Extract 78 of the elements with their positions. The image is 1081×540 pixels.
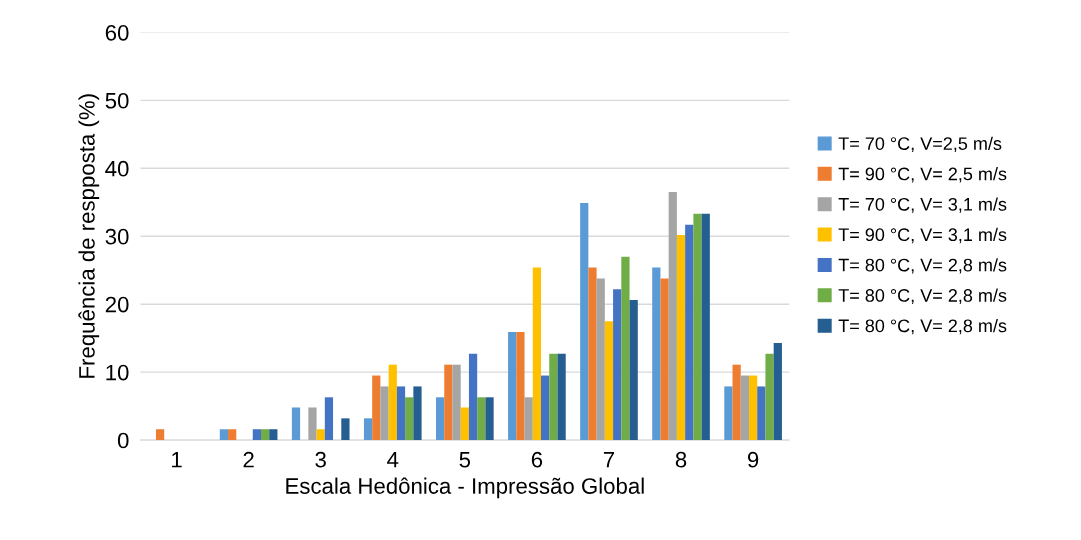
- bar: [765, 353, 774, 441]
- bar: [324, 397, 334, 441]
- bar: [732, 364, 741, 441]
- x-tick-label: 8: [675, 451, 687, 468]
- bar: [757, 386, 766, 441]
- bar: [372, 375, 381, 441]
- bar: [308, 407, 317, 441]
- x-tick-label: 1: [172, 452, 182, 468]
- legend-label: T= 70 °C, V= 3,1 m/s: [838, 197, 1007, 213]
- bar: [693, 213, 702, 441]
- bar: [516, 332, 525, 441]
- bar: [596, 278, 605, 441]
- x-tick-label: 4: [387, 452, 399, 468]
- legend-label: T= 90 °C, V= 2,5 m/s: [838, 167, 1007, 183]
- bar: [773, 342, 782, 441]
- x-tick-label: 3: [315, 451, 326, 468]
- bar: [452, 364, 461, 441]
- bar: [541, 375, 550, 441]
- bar: [460, 407, 469, 441]
- bar: [468, 353, 478, 441]
- y-tick-label: 30: [105, 228, 129, 245]
- y-tick-label: 60: [105, 24, 129, 41]
- x-tick-label: 2: [243, 451, 254, 468]
- y-tick-label: 0: [117, 432, 129, 449]
- y-tick-label: 20: [105, 296, 129, 313]
- bar: [155, 429, 165, 441]
- bar: [588, 267, 597, 441]
- bar: [396, 386, 406, 441]
- y-tick-label: 40: [105, 160, 129, 177]
- x-tick-label: 6: [531, 451, 543, 468]
- legend-label: T= 70 °C, V=2,5 m/s: [838, 136, 1002, 153]
- legend-label: T= 80 °C, V= 2,8 m/s: [838, 258, 1007, 274]
- bar: [724, 386, 733, 441]
- bar: [219, 429, 229, 441]
- legend-label: T= 80 °C, V= 2,8 m/s: [838, 288, 1007, 304]
- bar: [405, 397, 414, 441]
- bar: [508, 332, 517, 441]
- legend-label: T= 90 °C, V= 3,1 m/s: [838, 227, 1007, 244]
- bar: [485, 397, 494, 441]
- bar: [269, 429, 278, 441]
- bar: [668, 192, 677, 441]
- bar: [685, 224, 694, 441]
- x-tick-label: 5: [459, 452, 471, 468]
- bar: [660, 278, 669, 441]
- bar: [557, 353, 566, 441]
- y-tick-label: 50: [105, 92, 129, 109]
- bar: [260, 429, 270, 441]
- y-tick-label: 10: [106, 364, 129, 381]
- bar: [629, 300, 638, 441]
- bar: [748, 375, 758, 441]
- bar: [549, 353, 558, 441]
- y-axis-title: Frequência de respposta (%): [78, 94, 100, 378]
- bar: [532, 267, 542, 441]
- bar: [341, 418, 350, 441]
- x-tick-label: 7: [603, 452, 615, 468]
- bar: [740, 375, 749, 441]
- bar: [444, 364, 453, 441]
- bar: [604, 321, 614, 441]
- bar: [388, 364, 397, 441]
- bar: [291, 407, 301, 441]
- x-tick-label: 9: [747, 451, 759, 468]
- bar: [613, 289, 622, 441]
- bar: [252, 429, 261, 441]
- bar: [676, 234, 686, 441]
- bar: [580, 202, 589, 441]
- bar: [477, 397, 486, 441]
- bar: [701, 213, 710, 441]
- bar: [413, 386, 422, 441]
- bar: [524, 397, 533, 441]
- bar: [652, 267, 661, 441]
- legend-label: T= 80 °C, V= 2,8 m/s: [838, 318, 1007, 335]
- bar: [380, 386, 389, 441]
- bar: [621, 256, 630, 441]
- bar: [228, 429, 237, 441]
- bar: [316, 429, 325, 441]
- bar: [436, 397, 445, 441]
- bar: [363, 418, 373, 441]
- x-axis-title: Escala Hedônica - Impressão Global: [286, 477, 644, 499]
